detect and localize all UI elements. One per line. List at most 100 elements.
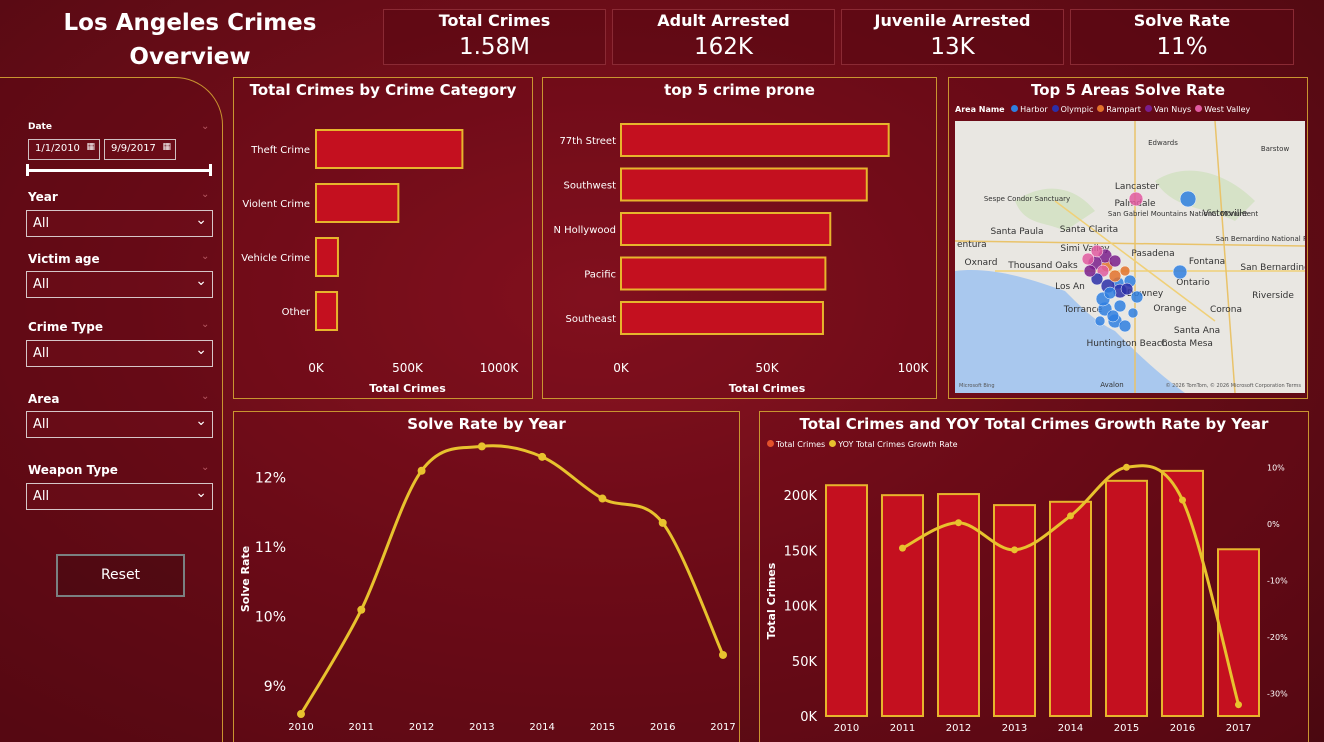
calendar-icon[interactable]: ▦: [162, 142, 171, 152]
area-marker: [1108, 254, 1122, 268]
yoy-legend: Total Crimes YOY Total Crimes Growth Rate: [763, 440, 958, 449]
chevron-down-icon[interactable]: ⌄: [201, 121, 210, 132]
legend-dot: [1011, 105, 1019, 112]
bar: [825, 484, 868, 717]
data-point: [1235, 701, 1242, 709]
x-tick-label: 2013: [1002, 723, 1027, 734]
y2-tick-label: -10%: [1267, 576, 1288, 585]
data-point: [1011, 546, 1018, 554]
x-tick-label: 2011: [349, 722, 374, 733]
kpi-label: Solve Rate: [1133, 11, 1231, 30]
y-tick-label: 100K: [784, 600, 818, 615]
y-axis-label: Solve Rate: [239, 546, 252, 612]
x-tick-label: 2013: [469, 722, 494, 733]
x-tick-label: 0K: [613, 361, 630, 375]
legend-dot: [1195, 105, 1203, 112]
map-place-label: Riverside: [1252, 291, 1294, 301]
bar: [993, 504, 1036, 717]
data-point: [899, 544, 906, 552]
bar: [620, 212, 832, 246]
x-tick-label: 2015: [590, 722, 615, 733]
slider-handle-start[interactable]: [26, 164, 29, 176]
map-place-label: Orange: [1153, 304, 1187, 314]
bar: [620, 167, 868, 202]
crime-type-dropdown[interactable]: All ⌄: [26, 340, 213, 367]
category-label: Vehicle Crime: [241, 253, 310, 264]
map-place-label: Huntington Beach: [1086, 339, 1167, 349]
map-view[interactable]: EdwardsBarstowLancasterPalmdaleVictorvil…: [955, 121, 1305, 393]
year-dropdown[interactable]: All ⌄: [26, 210, 213, 237]
bar: [1161, 469, 1204, 717]
area-marker: [1108, 269, 1122, 283]
map-place-label: Avalon: [1100, 381, 1123, 389]
legend-dot: [829, 440, 837, 447]
map-place-label: San Bernardino: [1240, 263, 1305, 273]
chevron-down-icon[interactable]: ⌄: [201, 251, 210, 262]
weapon-type-dropdown[interactable]: All ⌄: [26, 483, 213, 510]
bar: [1217, 548, 1260, 717]
victim-age-dropdown-value: All: [33, 277, 50, 292]
data-point: [417, 466, 426, 475]
map-place-label: Edwards: [1148, 139, 1178, 147]
legend-label: Olympic: [1060, 105, 1094, 114]
chevron-down-icon[interactable]: ⌄: [201, 462, 210, 473]
yoy-chart: 0K 50K 100K 150K 200K 10% 0% -10% -20% -30% Total …: [765, 463, 1288, 734]
x-tick-label: 2012: [409, 722, 434, 733]
kpi-value: 162K: [694, 34, 753, 60]
date-end-input[interactable]: 9/9/2017 ▦: [104, 139, 176, 160]
y-tick-label: 200K: [784, 489, 818, 504]
solve-rate-line: [299, 444, 725, 715]
bar: [315, 129, 464, 169]
data-point: [538, 452, 547, 461]
calendar-icon[interactable]: ▦: [86, 142, 95, 152]
map-attribution: Microsoft Bing: [959, 383, 995, 389]
y-axis-label: Total Crimes: [765, 562, 778, 639]
area-dropdown[interactable]: All ⌄: [26, 411, 213, 438]
map-place-label: Sespe Condor Sanctuary: [984, 195, 1070, 203]
chevron-down-icon[interactable]: ⌄: [201, 319, 210, 330]
date-start-input[interactable]: 1/1/2010 ▦: [28, 139, 100, 160]
kpi-value: 13K: [930, 34, 975, 60]
y-tick-label: 50K: [792, 655, 818, 670]
data-point: [955, 519, 962, 527]
chevron-down-icon: ⌄: [195, 413, 207, 429]
legend-label: Van Nuys: [1153, 105, 1192, 114]
date-end-value: 9/9/2017: [111, 143, 156, 154]
map-place-label: Lancaster: [1115, 182, 1159, 192]
bar: [315, 291, 339, 331]
date-range-slider[interactable]: [28, 169, 212, 172]
chevron-down-icon: ⌄: [195, 342, 207, 358]
map-legend: Area Name Harbor Olympic Rampart Van Nuys We…: [955, 105, 1250, 114]
area-marker: [1103, 286, 1117, 300]
y-tick-label: 150K: [784, 544, 818, 559]
x-axis-label: Total Crimes: [729, 382, 806, 395]
road-line: [1054, 200, 1216, 322]
victim-age-dropdown[interactable]: All ⌄: [26, 271, 213, 298]
bar: [881, 494, 924, 717]
reset-button[interactable]: Reset: [56, 554, 185, 597]
kpi-solve-rate: Solve Rate 11%: [1070, 9, 1294, 65]
bar: [315, 237, 339, 277]
y2-tick-label: -30%: [1267, 689, 1288, 698]
area-dropdown-value: All: [33, 417, 50, 432]
chevron-down-icon[interactable]: ⌄: [201, 391, 210, 402]
y-tick-label: 0K: [800, 710, 817, 725]
slider-handle-end[interactable]: [209, 164, 212, 176]
y-tick-label: 10%: [255, 610, 286, 626]
chart-title: Solve Rate by Year: [407, 415, 566, 433]
y-tick-label: 9%: [264, 679, 286, 695]
bar: [620, 256, 827, 291]
y-tick-label: 11%: [255, 540, 286, 556]
crime-type-dropdown-value: All: [33, 346, 50, 361]
area-marker: [1128, 191, 1144, 207]
bar: [1049, 500, 1092, 717]
map-attribution: © 2026 TomTom, © 2026 Microsoft Corporat…: [1166, 382, 1302, 389]
category-label: Other: [282, 307, 311, 318]
map-place-label: Barstow: [1261, 145, 1290, 153]
legend-dot: [1051, 105, 1059, 112]
year-filter-label: Year: [28, 190, 58, 204]
kpi-label: Juvenile Arrested: [874, 11, 1031, 30]
chevron-down-icon[interactable]: ⌄: [201, 189, 210, 200]
data-point: [598, 494, 607, 503]
legend-label: YOY Total Crimes Growth Rate: [838, 440, 958, 449]
